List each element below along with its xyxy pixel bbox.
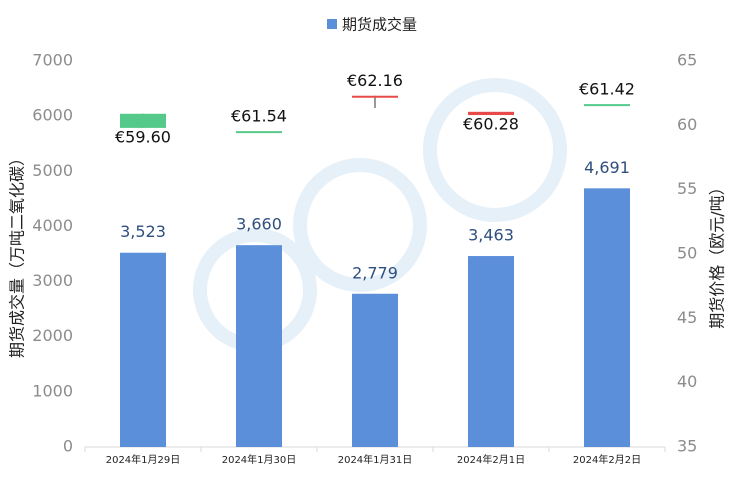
y-tick-label: 4000	[32, 216, 73, 235]
y2-tick-label: 55	[677, 179, 697, 198]
x-tick-label: 2024年1月31日	[338, 453, 413, 466]
bar	[352, 293, 398, 447]
y2-tick-label: 45	[677, 308, 697, 327]
y2-tick-label: 50	[677, 244, 697, 263]
y-tick-label: 7000	[32, 51, 73, 70]
y-tick-label: 5000	[32, 161, 73, 180]
x-tick-label: 2024年1月29日	[106, 453, 181, 466]
y2-tick-label: 60	[677, 115, 697, 134]
x-tick-label: 2024年2月2日	[573, 453, 641, 466]
candle-body	[584, 104, 630, 107]
bar	[120, 252, 166, 447]
value-label: 3,463	[468, 226, 514, 245]
y-tick-label: 0	[63, 437, 73, 456]
price-label: €59.60	[115, 127, 171, 146]
price-label: €60.28	[463, 115, 519, 134]
value-label: 3,660	[236, 215, 282, 234]
x-tick-label: 2024年1月30日	[222, 453, 297, 466]
value-label: 2,779	[352, 263, 398, 282]
price-label: €61.54	[231, 107, 287, 126]
y-axis-title: 期货成交量（万吨二氧化碳）	[8, 150, 27, 358]
candle-body	[120, 113, 166, 128]
price-label: €62.16	[347, 71, 403, 90]
legend-label: 期货成交量	[342, 16, 417, 34]
x-tick-label: 2024年2月1日	[457, 453, 525, 466]
bar	[236, 245, 282, 447]
candle-body	[468, 111, 514, 116]
value-label: 3,523	[120, 222, 166, 241]
price-label: €61.42	[579, 80, 635, 99]
y-tick-label: 6000	[32, 106, 73, 125]
y2-tick-label: 35	[677, 437, 697, 456]
bar	[584, 188, 630, 447]
value-label: 4,691	[584, 158, 630, 177]
y-tick-label: 2000	[32, 326, 73, 345]
y-tick-label: 1000	[32, 381, 73, 400]
bar	[468, 256, 514, 447]
y-tick-label: 3000	[32, 271, 73, 290]
legend-swatch	[327, 19, 337, 29]
candle-body	[236, 131, 282, 134]
y2-axis-title: 期货价格（欧元/吨）	[708, 179, 727, 328]
y2-tick-label: 65	[677, 51, 697, 70]
y2-tick-label: 40	[677, 372, 697, 391]
candle-body	[352, 95, 398, 98]
